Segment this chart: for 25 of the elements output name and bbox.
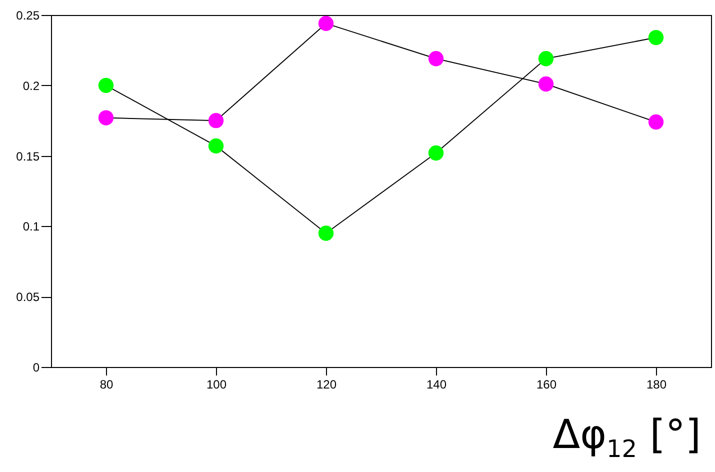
x-tick-label: 80 <box>100 378 114 392</box>
point <box>428 51 444 66</box>
point <box>538 51 554 66</box>
x-tick-label: 100 <box>206 378 227 392</box>
x-tick-label: 160 <box>536 378 557 392</box>
y-tick-label: 0 <box>32 360 40 374</box>
y-tick-label: 0.05 <box>16 290 40 304</box>
point <box>318 16 334 32</box>
point <box>98 78 114 93</box>
y-tick-label: 0.1 <box>22 220 40 234</box>
y-tick-label: 0.15 <box>16 149 40 164</box>
point <box>428 145 444 161</box>
point <box>648 30 664 46</box>
point <box>648 114 664 130</box>
point <box>538 76 554 92</box>
point <box>208 113 224 128</box>
y-tick-label: 0.2 <box>22 78 40 93</box>
x-tick-label: 180 <box>646 378 667 392</box>
point <box>208 138 224 154</box>
point <box>318 226 334 241</box>
y-tick-label: 0.25 <box>16 8 40 22</box>
x-axis-title: Δφ$_{12}$ [°] <box>552 412 701 463</box>
x-tick-label: 140 <box>426 378 447 392</box>
point <box>98 110 114 126</box>
x-tick-label: 120 <box>316 378 337 392</box>
